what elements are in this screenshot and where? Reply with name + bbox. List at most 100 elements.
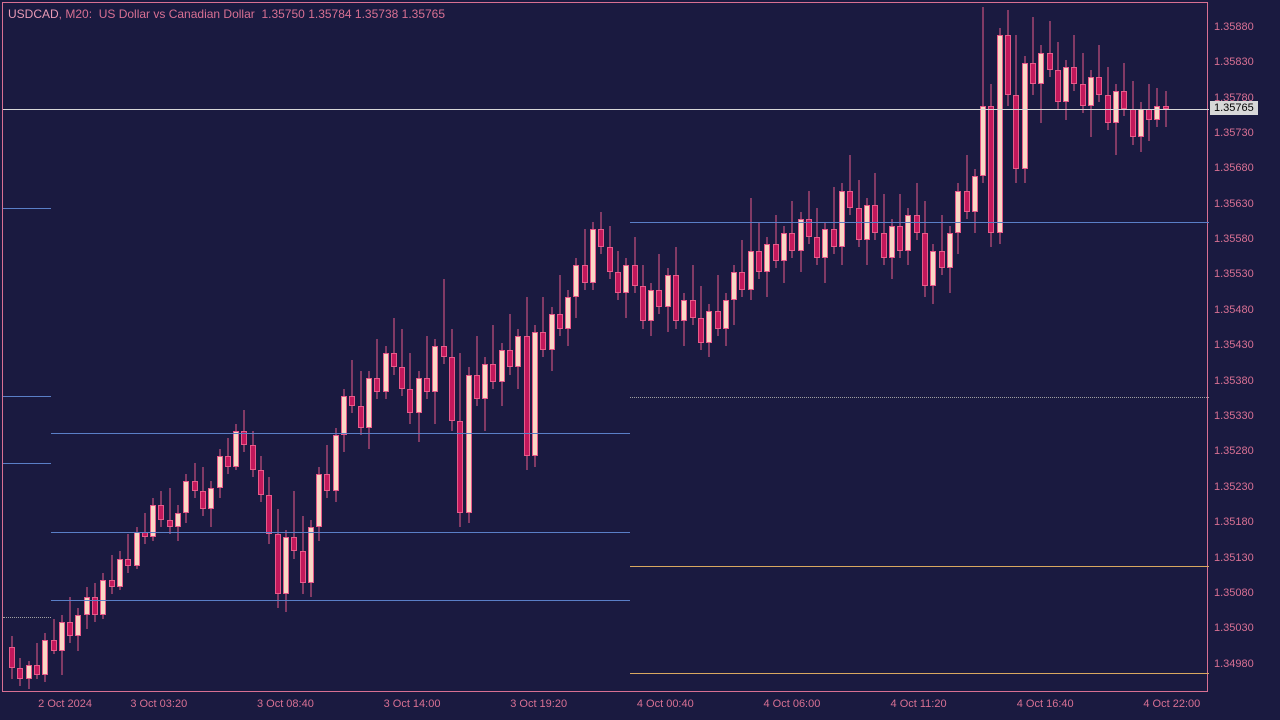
ohlc-o: 1.35750 bbox=[261, 7, 304, 21]
y-tick-label: 1.35730 bbox=[1214, 127, 1254, 139]
description-label: US Dollar vs Canadian Dollar bbox=[99, 7, 255, 21]
candle bbox=[1071, 3, 1077, 693]
candle bbox=[881, 3, 887, 693]
candle bbox=[308, 3, 314, 693]
candle bbox=[690, 3, 696, 693]
y-tick-label: 1.35380 bbox=[1214, 375, 1254, 387]
candle bbox=[1113, 3, 1119, 693]
y-tick-label: 1.35480 bbox=[1214, 304, 1254, 316]
y-tick-label: 1.35330 bbox=[1214, 410, 1254, 422]
y-tick-label: 1.35580 bbox=[1214, 233, 1254, 245]
candle bbox=[598, 3, 604, 693]
candle bbox=[51, 3, 57, 693]
candle bbox=[914, 3, 920, 693]
candle bbox=[623, 3, 629, 693]
ohlc-c: 1.35765 bbox=[402, 7, 445, 21]
candle bbox=[17, 3, 23, 693]
x-tick-label: 4 Oct 06:00 bbox=[763, 698, 820, 710]
horizontal-line bbox=[51, 532, 630, 533]
y-tick-label: 1.35230 bbox=[1214, 481, 1254, 493]
candle bbox=[806, 3, 812, 693]
candle bbox=[557, 3, 563, 693]
candle bbox=[109, 3, 115, 693]
candle bbox=[134, 3, 140, 693]
candle bbox=[1130, 3, 1136, 693]
horizontal-line bbox=[3, 463, 51, 464]
candle bbox=[615, 3, 621, 693]
candle bbox=[988, 3, 994, 693]
candle bbox=[457, 3, 463, 693]
y-tick-label: 1.35880 bbox=[1214, 21, 1254, 33]
horizontal-line bbox=[630, 397, 1209, 398]
y-tick-label: 1.35530 bbox=[1214, 268, 1254, 280]
candle bbox=[366, 3, 372, 693]
candle bbox=[1038, 3, 1044, 693]
y-tick-label: 1.35030 bbox=[1214, 622, 1254, 634]
candle bbox=[200, 3, 206, 693]
candle bbox=[972, 3, 978, 693]
candle bbox=[9, 3, 15, 693]
candle bbox=[183, 3, 189, 693]
candle bbox=[416, 3, 422, 693]
ohlc-l: 1.35738 bbox=[355, 7, 398, 21]
candle bbox=[341, 3, 347, 693]
candle bbox=[241, 3, 247, 693]
candle bbox=[582, 3, 588, 693]
horizontal-line bbox=[3, 617, 51, 618]
candle bbox=[142, 3, 148, 693]
candle bbox=[441, 3, 447, 693]
candle bbox=[764, 3, 770, 693]
candle bbox=[333, 3, 339, 693]
candle bbox=[798, 3, 804, 693]
candle bbox=[864, 3, 870, 693]
candle bbox=[656, 3, 662, 693]
candle bbox=[1047, 3, 1053, 693]
candle bbox=[706, 3, 712, 693]
candle bbox=[1080, 3, 1086, 693]
candle bbox=[698, 3, 704, 693]
y-tick-label: 1.35180 bbox=[1214, 516, 1254, 528]
x-tick-label: 3 Oct 14:00 bbox=[384, 698, 441, 710]
candle bbox=[1163, 3, 1169, 693]
candle bbox=[474, 3, 480, 693]
candle bbox=[731, 3, 737, 693]
horizontal-line bbox=[3, 208, 51, 209]
candle bbox=[424, 3, 430, 693]
x-tick-label: 2 Oct 2024 bbox=[38, 698, 92, 710]
candle bbox=[939, 3, 945, 693]
x-axis: 2 Oct 20243 Oct 03:203 Oct 08:403 Oct 14… bbox=[2, 696, 1278, 716]
y-tick-label: 1.35680 bbox=[1214, 162, 1254, 174]
candle bbox=[549, 3, 555, 693]
candle bbox=[233, 3, 239, 693]
candle bbox=[482, 3, 488, 693]
candle bbox=[540, 3, 546, 693]
candle bbox=[822, 3, 828, 693]
candle bbox=[872, 3, 878, 693]
candle bbox=[1063, 3, 1069, 693]
candle bbox=[905, 3, 911, 693]
candle bbox=[117, 3, 123, 693]
candle bbox=[955, 3, 961, 693]
candle bbox=[125, 3, 131, 693]
candle bbox=[532, 3, 538, 693]
candle bbox=[739, 3, 745, 693]
timeframe-label: M20 bbox=[65, 7, 88, 21]
candle bbox=[781, 3, 787, 693]
candle bbox=[1005, 3, 1011, 693]
candle bbox=[565, 3, 571, 693]
horizontal-line bbox=[3, 109, 1209, 110]
candle bbox=[383, 3, 389, 693]
candle bbox=[673, 3, 679, 693]
y-tick-label: 1.35130 bbox=[1214, 552, 1254, 564]
candle bbox=[1146, 3, 1152, 693]
candle bbox=[715, 3, 721, 693]
candle bbox=[449, 3, 455, 693]
candle bbox=[756, 3, 762, 693]
candle bbox=[947, 3, 953, 693]
candle bbox=[358, 3, 364, 693]
y-tick-label: 1.35280 bbox=[1214, 445, 1254, 457]
chart-plot-area[interactable]: USDCAD, M20: US Dollar vs Canadian Dolla… bbox=[2, 2, 1208, 692]
candle bbox=[789, 3, 795, 693]
chart-title: USDCAD, M20: US Dollar vs Canadian Dolla… bbox=[8, 7, 445, 21]
candle bbox=[34, 3, 40, 693]
